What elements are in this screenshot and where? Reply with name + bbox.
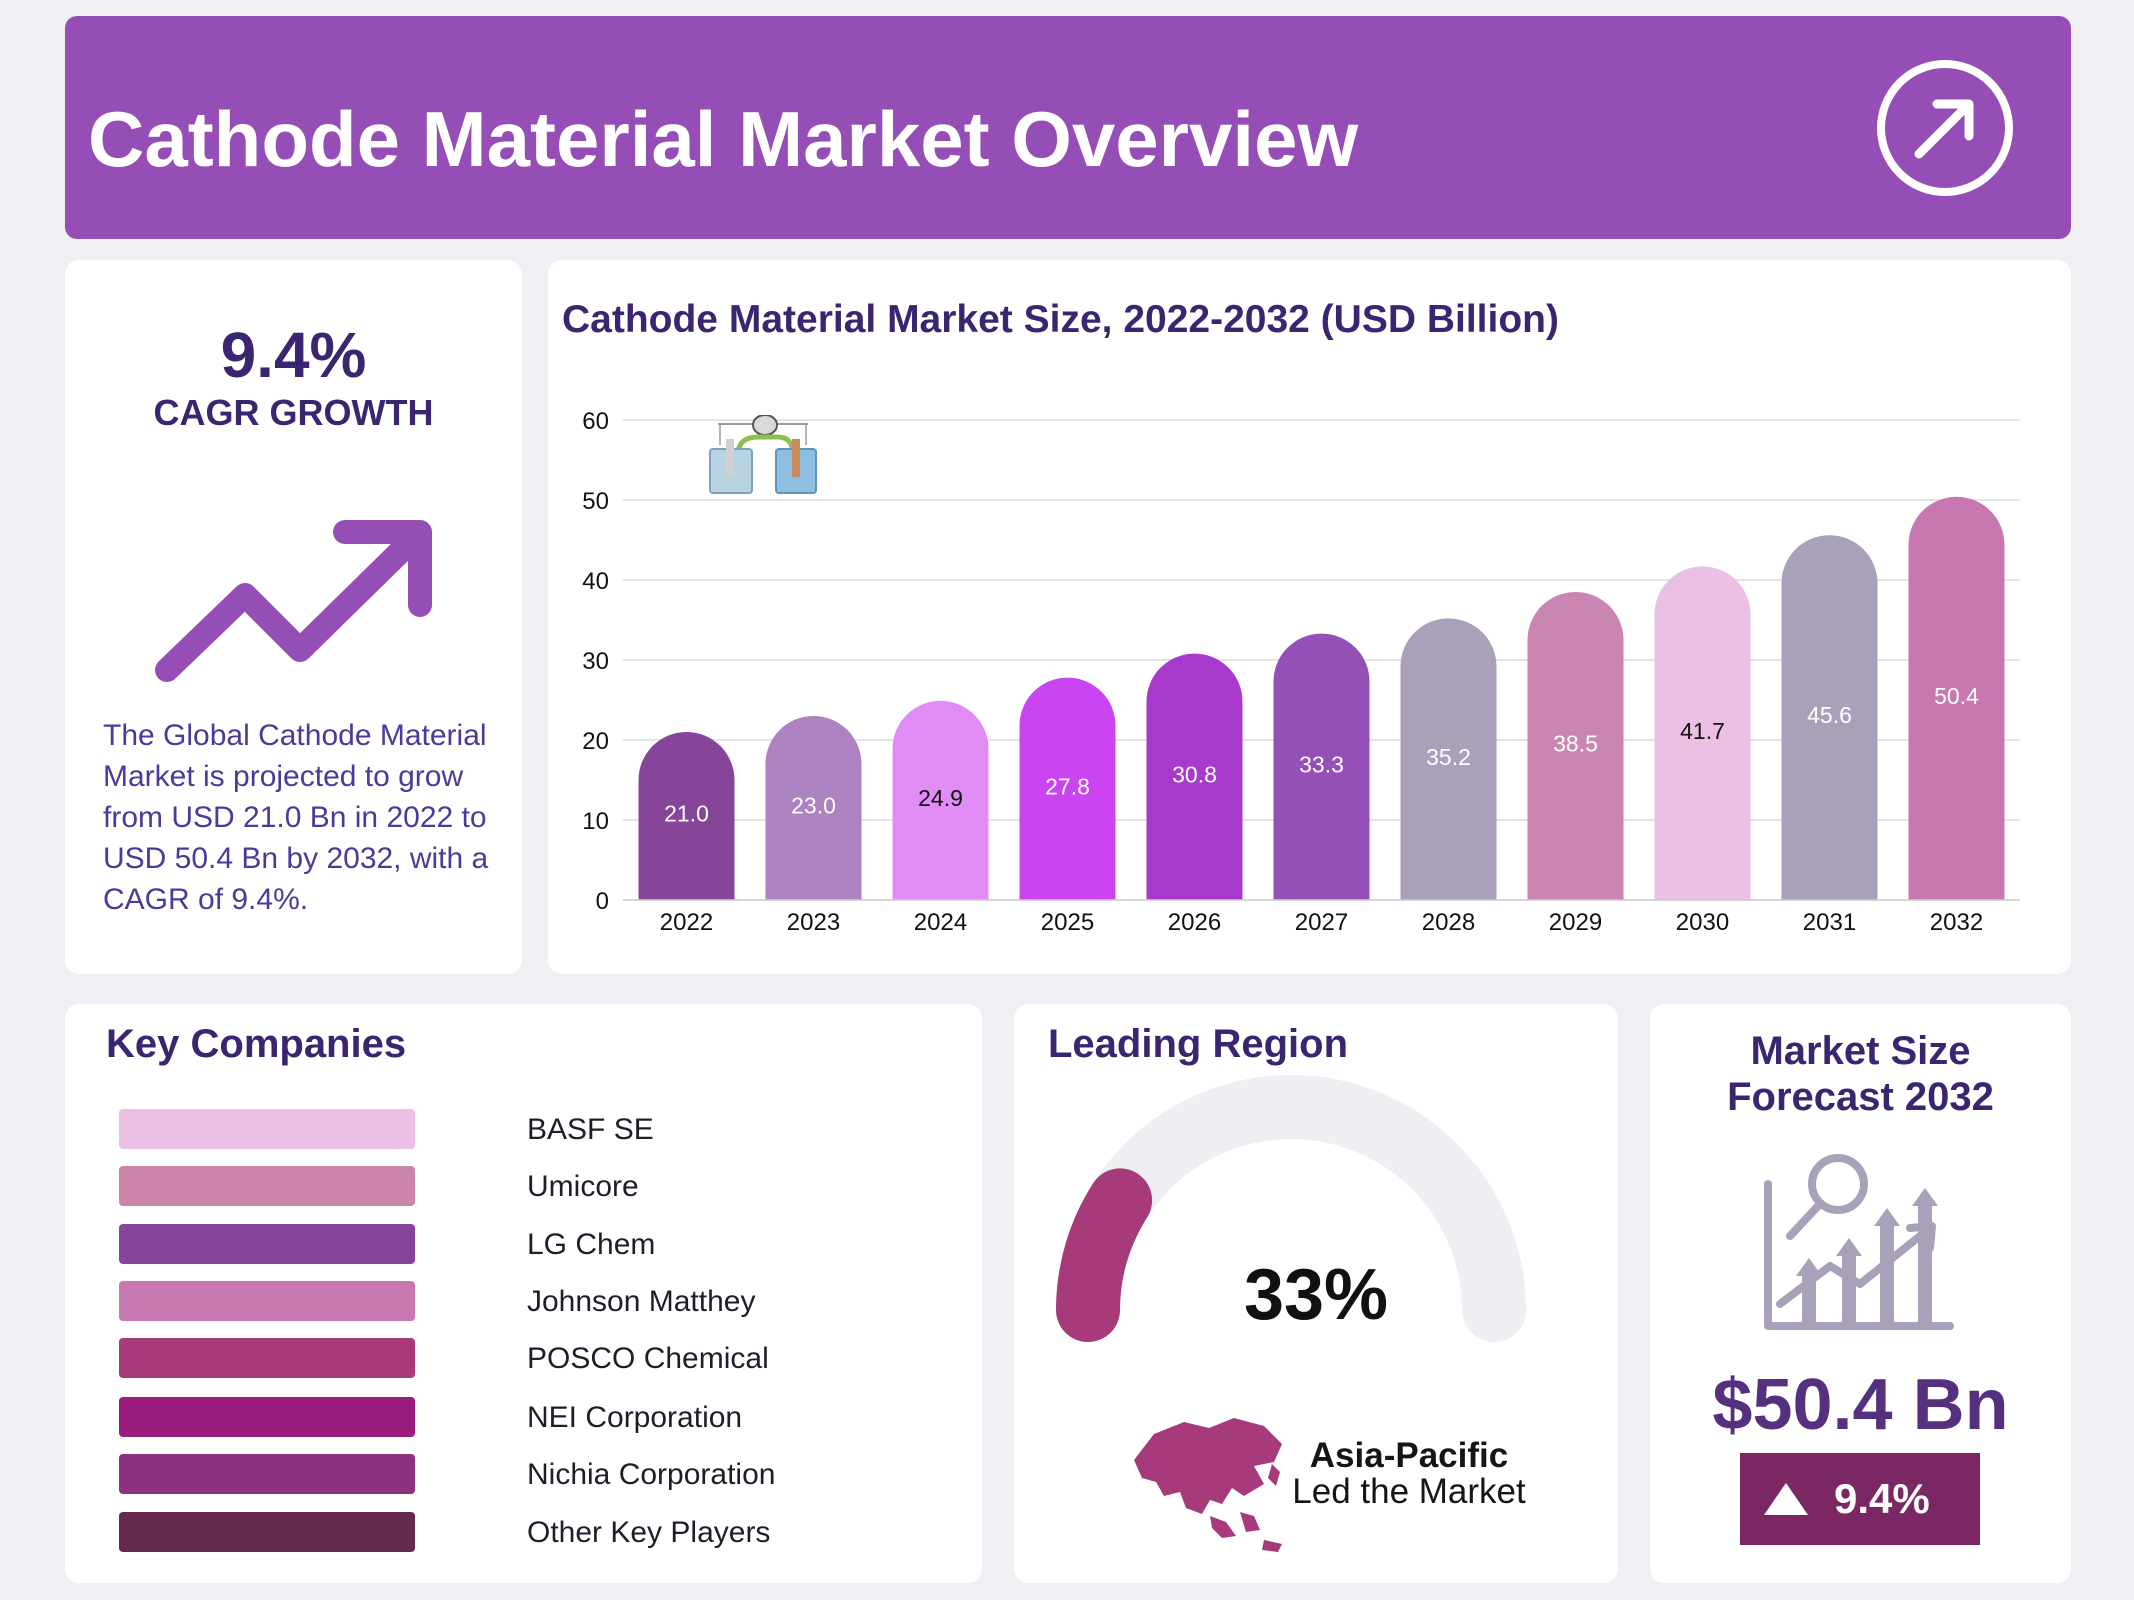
growth-value: 9.4% xyxy=(1834,1475,1930,1522)
company-name: BASF SE xyxy=(527,1113,654,1146)
x-tick-label: 2029 xyxy=(1549,909,1602,936)
bar xyxy=(1781,535,1878,900)
analytics-chart-icon xyxy=(1764,1154,1954,1330)
company-swatch xyxy=(119,1512,415,1552)
y-tick-label: 60 xyxy=(582,408,609,435)
asia-map-icon xyxy=(1134,1418,1282,1552)
y-tick-label: 50 xyxy=(582,488,609,515)
company-name: NEI Corporation xyxy=(527,1401,743,1434)
bar-value-label: 35.2 xyxy=(1426,744,1471,770)
x-tick-label: 2024 xyxy=(914,909,967,936)
bar-value-label: 50.4 xyxy=(1934,683,1979,709)
bar-chart: 010203040506021.0202223.0202324.9202427.… xyxy=(582,408,2020,936)
company-row: Other Key Players xyxy=(119,1512,939,1552)
forecast-title-line1: Market Size xyxy=(1750,1029,1971,1073)
bar-value-label: 45.6 xyxy=(1807,702,1852,728)
bar-value-label: 21.0 xyxy=(664,801,709,827)
bar-value-label: 38.5 xyxy=(1553,731,1598,757)
cagr-card: 9.4% CAGR GROWTH The Global Cathode Mate… xyxy=(65,260,522,974)
y-tick-label: 30 xyxy=(582,648,609,675)
region-subtitle: Led the Market xyxy=(1292,1472,1526,1511)
y-tick-label: 0 xyxy=(596,888,609,915)
bar xyxy=(1908,496,2005,900)
x-tick-label: 2026 xyxy=(1168,909,1221,936)
company-name: POSCO Chemical xyxy=(527,1342,769,1375)
bar xyxy=(1654,566,1751,900)
y-tick-label: 40 xyxy=(582,568,609,595)
bar-value-label: 23.0 xyxy=(791,793,836,819)
leading-region-card: Leading Region 33% Asia-Pacific Led the … xyxy=(1014,1004,1618,1583)
page-title: Cathode Material Market Overview xyxy=(88,95,1359,183)
bar-value-label: 30.8 xyxy=(1172,761,1217,787)
x-tick-label: 2025 xyxy=(1041,909,1094,936)
forecast-title-line2: Forecast 2032 xyxy=(1727,1075,1994,1119)
bar xyxy=(1400,618,1497,900)
company-name: Other Key Players xyxy=(527,1516,771,1549)
y-tick-label: 20 xyxy=(582,728,609,755)
key-companies-title: Key Companies xyxy=(106,1022,407,1066)
company-row: Umicore xyxy=(119,1166,939,1206)
bar-value-label: 33.3 xyxy=(1299,751,1344,777)
market-size-chart-card: Cathode Material Market Size, 2022-2032 … xyxy=(548,260,2071,974)
region-name: Asia-Pacific xyxy=(1309,1436,1509,1475)
x-tick-label: 2028 xyxy=(1422,909,1475,936)
triangle-up-icon xyxy=(1764,1483,1808,1515)
bar xyxy=(892,700,989,900)
x-tick-label: 2031 xyxy=(1803,909,1856,936)
company-swatch xyxy=(119,1166,415,1206)
bar xyxy=(1527,592,1624,900)
bar-value-label: 41.7 xyxy=(1680,718,1725,744)
region-percent: 33% xyxy=(1243,1255,1389,1335)
company-row: NEI Corporation xyxy=(119,1397,939,1437)
x-tick-label: 2023 xyxy=(787,909,840,936)
gauge-fill xyxy=(1056,1168,1153,1342)
cagr-label: CAGR GROWTH xyxy=(153,392,434,433)
company-swatch xyxy=(119,1281,415,1321)
region-share-gauge xyxy=(1056,1075,1526,1342)
bar xyxy=(638,732,735,900)
bar xyxy=(1273,633,1370,900)
company-name: Umicore xyxy=(527,1170,639,1203)
arrow-up-right-icon xyxy=(1877,60,2013,196)
bar-value-label: 24.9 xyxy=(918,785,963,811)
cagr-description: The Global Cathode Material Market is pr… xyxy=(103,719,489,916)
cagr-value: 9.4% xyxy=(220,319,367,391)
forecast-title: Market Size Forecast 2032 xyxy=(1650,1028,2071,1120)
company-swatch xyxy=(119,1397,415,1437)
battery-cell-icon xyxy=(709,415,817,494)
forecast-card: Market Size Forecast 2032 $50.4 Bn 9.4% xyxy=(1650,1004,2071,1583)
company-swatch xyxy=(119,1224,415,1264)
bar xyxy=(1146,653,1243,900)
company-row: POSCO Chemical xyxy=(119,1338,939,1378)
growth-badge: 9.4% xyxy=(1740,1453,1980,1545)
bar xyxy=(1019,677,1116,900)
x-tick-label: 2022 xyxy=(660,909,713,936)
company-swatch xyxy=(119,1109,415,1149)
x-tick-label: 2030 xyxy=(1676,909,1729,936)
company-name: Johnson Matthey xyxy=(527,1285,756,1318)
company-row: BASF SE xyxy=(119,1109,939,1149)
company-row: Johnson Matthey xyxy=(119,1281,939,1321)
company-swatch xyxy=(119,1338,415,1378)
x-tick-label: 2032 xyxy=(1930,909,1983,936)
company-row: LG Chem xyxy=(119,1224,939,1264)
x-tick-label: 2027 xyxy=(1295,909,1348,936)
y-tick-label: 10 xyxy=(582,808,609,835)
chart-title: Cathode Material Market Size, 2022-2032 … xyxy=(562,298,1559,341)
trend-up-arrow-icon xyxy=(155,520,432,682)
forecast-value: $50.4 Bn xyxy=(1712,1365,2009,1445)
company-name: LG Chem xyxy=(527,1228,656,1261)
company-swatch xyxy=(119,1454,415,1494)
bar-value-label: 27.8 xyxy=(1045,773,1090,799)
leading-region-title: Leading Region xyxy=(1048,1022,1348,1066)
bar xyxy=(765,716,862,900)
header-banner: Cathode Material Market Overview xyxy=(65,16,2071,239)
company-row: Nichia Corporation xyxy=(119,1454,939,1494)
key-companies-card: Key Companies BASF SE Umicore LG Chem Jo… xyxy=(65,1004,982,1583)
company-name: Nichia Corporation xyxy=(527,1458,776,1491)
